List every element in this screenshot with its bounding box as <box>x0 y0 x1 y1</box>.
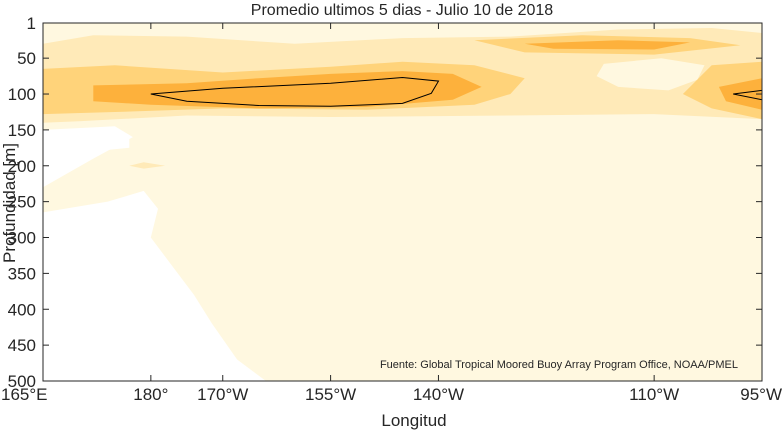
x-tick-label: 180° <box>133 385 168 404</box>
contour-line-0 <box>150 76 440 107</box>
contour-region-1 <box>43 190 266 381</box>
contour-region-2 <box>50 137 130 155</box>
filled-contours <box>43 23 762 381</box>
y-tick-label: 350 <box>8 264 36 283</box>
chart-title: Promedio ultimos 5 dias - Julio 10 de 20… <box>251 2 553 19</box>
y-tick-label: 250 <box>8 193 36 212</box>
x-tick-label: 170°W <box>197 385 248 404</box>
x-tick-label: 140°W <box>413 385 464 404</box>
contour-region-11 <box>718 78 762 110</box>
y-tick-label: 1 <box>27 14 36 33</box>
y-tick-label: 300 <box>8 229 36 248</box>
contour-region-9 <box>93 71 482 109</box>
contour-line-1 <box>733 89 762 101</box>
contour-region-13 <box>129 162 166 169</box>
contour-region-5 <box>596 58 705 91</box>
contour-region-10 <box>524 40 691 50</box>
x-tick-label: 95°W <box>740 385 782 404</box>
y-tick-label: 200 <box>8 157 36 176</box>
x-tick-label: 165°E <box>1 385 48 404</box>
y-tick-label: 400 <box>8 300 36 319</box>
x-axis: 165°E 180° 170°W 155°W 140°W 110°W 95°W <box>1 23 782 404</box>
y-tick-label: 500 <box>8 372 36 391</box>
y-tick-label: 100 <box>8 85 36 104</box>
y-tick-label: 150 <box>8 121 36 140</box>
x-axis-label: Longitud <box>381 411 446 430</box>
contour-region-14 <box>186 216 288 252</box>
x-tick-label: 155°W <box>305 385 356 404</box>
source-annotation: Fuente: Global Tropical Moored Buoy Arra… <box>380 359 738 371</box>
y-axis-label: Profundidad [m] <box>0 143 19 263</box>
contour-lines <box>150 76 762 107</box>
x-tick-label: 110°W <box>629 385 679 404</box>
y-tick-label: 50 <box>17 49 36 68</box>
y-tick-label: 450 <box>8 336 36 355</box>
contour-region-15 <box>546 230 748 249</box>
